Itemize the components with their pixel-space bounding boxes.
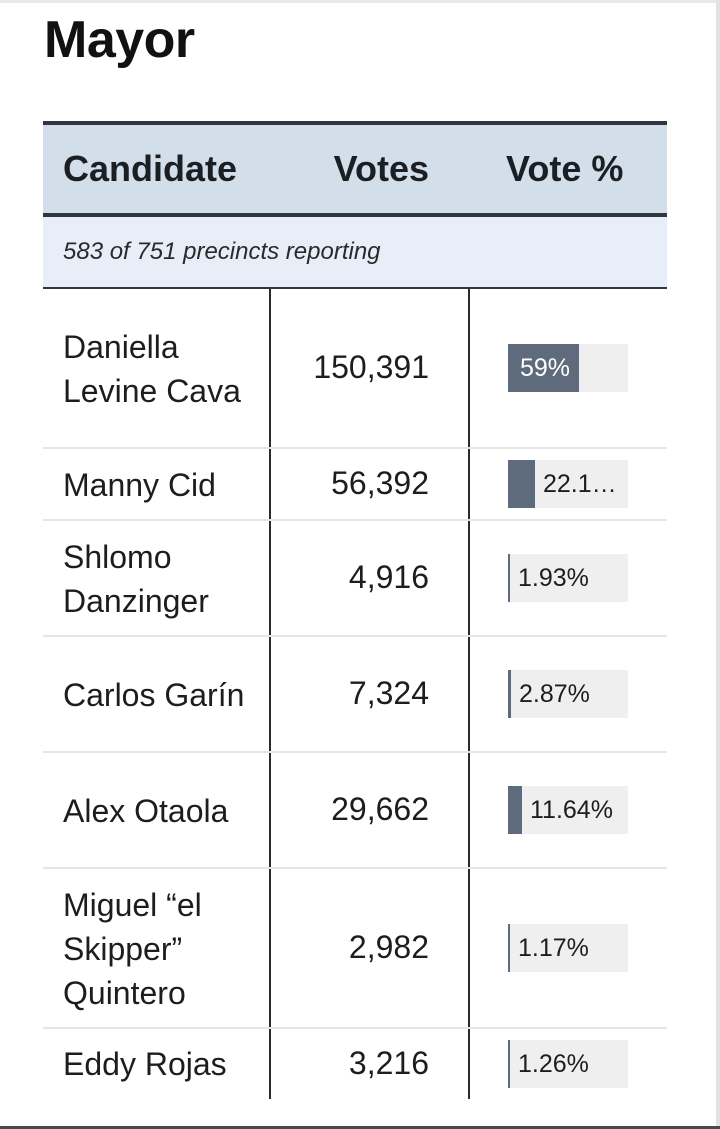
column-divider	[468, 289, 470, 447]
candidate-name: Eddy Rojas	[63, 1046, 227, 1082]
table-row: Miguel “el Skipper” Quintero 2,982 1.17%	[43, 869, 667, 1029]
vote-count: 56,392	[331, 465, 429, 501]
vote-percent-fill	[508, 554, 510, 602]
vote-percent-bar: 22.1…	[508, 460, 628, 508]
vote-percent-fill	[508, 460, 535, 508]
column-divider	[269, 449, 271, 519]
vote-percent-fill	[508, 1040, 510, 1088]
candidate-name: Shlomo Danzinger	[63, 539, 209, 619]
table-header: Candidate Votes Vote %	[43, 121, 667, 217]
header-candidate: Candidate	[63, 148, 238, 189]
vote-count: 29,662	[331, 791, 429, 827]
column-divider	[468, 449, 470, 519]
vote-count: 2,982	[348, 929, 429, 965]
vote-percent-bar: 1.93%	[508, 554, 628, 602]
column-divider	[468, 637, 470, 751]
table-row: Daniella Levine Cava 150,391 59%	[43, 289, 667, 449]
vote-percent-bar: 1.26%	[508, 1040, 628, 1088]
top-border	[0, 0, 720, 3]
vote-percent-label: 11.64%	[530, 796, 613, 824]
table-body: Daniella Levine Cava 150,391 59% Manny Cid 5…	[43, 289, 667, 1099]
column-divider	[269, 637, 271, 751]
vote-percent-label: 1.93%	[518, 564, 589, 592]
header-vote-percent: Vote %	[506, 148, 624, 189]
vote-percent-label: 22.1…	[543, 470, 617, 498]
vote-percent-fill	[508, 344, 579, 392]
table-row: Shlomo Danzinger 4,916 1.93%	[43, 521, 667, 637]
candidate-name: Miguel “el Skipper” Quintero	[63, 887, 202, 1011]
candidate-name: Alex Otaola	[63, 793, 229, 829]
vote-percent-bar: 1.17%	[508, 924, 628, 972]
column-divider	[269, 521, 271, 635]
column-divider	[269, 1029, 271, 1099]
column-divider	[269, 289, 271, 447]
vote-percent-label: 59%	[520, 354, 571, 382]
column-divider	[468, 1029, 470, 1099]
precincts-reporting-row: 583 of 751 precincts reporting	[43, 217, 667, 289]
vote-percent-label: 1.17%	[518, 934, 589, 962]
bottom-border	[0, 1126, 720, 1129]
vote-percent-bar: 59%	[508, 344, 628, 392]
vote-count: 3,216	[348, 1045, 429, 1081]
table-row: Manny Cid 56,392 22.1…	[43, 449, 667, 521]
candidate-name: Manny Cid	[63, 467, 216, 503]
header-votes: Votes	[333, 148, 429, 189]
vote-percent-fill	[508, 924, 510, 972]
vote-percent-label: 1.26%	[518, 1050, 589, 1078]
candidate-name: Daniella Levine Cava	[63, 329, 241, 409]
vote-percent-bar: 11.64%	[508, 786, 628, 834]
vote-percent-fill	[508, 670, 511, 718]
table-row: Carlos Garín 7,324 2.87%	[43, 637, 667, 753]
vote-count: 7,324	[348, 675, 429, 711]
column-divider	[468, 753, 470, 867]
column-divider	[269, 753, 271, 867]
race-title: Mayor	[44, 11, 195, 69]
column-divider	[269, 869, 271, 1027]
right-border	[716, 0, 720, 1129]
table-row: Alex Otaola 29,662 11.64%	[43, 753, 667, 869]
vote-percent-bar: 2.87%	[508, 670, 628, 718]
vote-count: 4,916	[348, 559, 429, 595]
vote-percent-fill	[508, 786, 522, 834]
vote-percent-label: 2.87%	[519, 680, 590, 708]
precincts-reporting-text: 583 of 751 precincts reporting	[63, 238, 381, 265]
column-divider	[468, 869, 470, 1027]
vote-count: 150,391	[313, 349, 429, 385]
results-table: Candidate Votes Vote % 583 of 751 precin…	[43, 121, 667, 1099]
table-row: Eddy Rojas 3,216 1.26%	[43, 1029, 667, 1099]
column-divider	[468, 521, 470, 635]
candidate-name: Carlos Garín	[63, 677, 245, 713]
